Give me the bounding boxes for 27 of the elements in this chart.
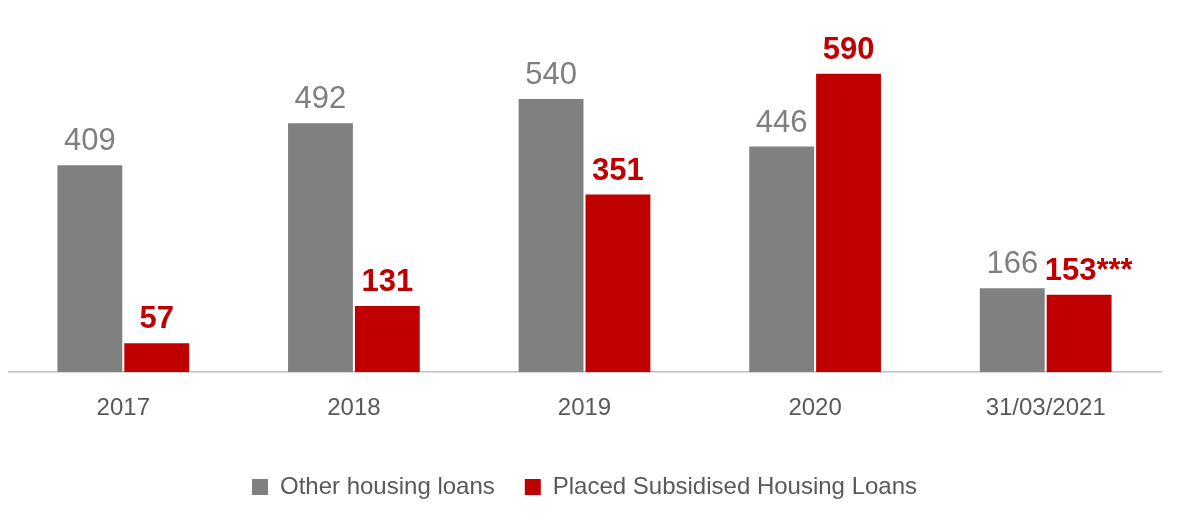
x-tick-label: 2017 bbox=[96, 393, 150, 421]
data-label: 153*** bbox=[1044, 251, 1134, 287]
legend-label: Other housing loans bbox=[279, 471, 495, 499]
bar bbox=[979, 288, 1045, 373]
data-label: 166 bbox=[986, 245, 1039, 281]
bar bbox=[354, 305, 420, 373]
x-tick-label: 31/03/2021 bbox=[985, 393, 1106, 421]
data-label: 446 bbox=[755, 103, 808, 139]
data-label: 409 bbox=[64, 122, 116, 158]
data-label: 351 bbox=[592, 151, 644, 187]
x-tick-label: 2018 bbox=[327, 393, 381, 421]
bar bbox=[1046, 294, 1112, 373]
bar bbox=[288, 123, 353, 373]
data-label: 590 bbox=[822, 30, 875, 66]
bar bbox=[57, 165, 123, 373]
bar bbox=[124, 343, 190, 373]
data-label: 492 bbox=[294, 80, 347, 116]
data-label: 131 bbox=[361, 262, 414, 298]
bar bbox=[816, 73, 881, 373]
data-label: 540 bbox=[525, 56, 577, 92]
bar bbox=[518, 98, 584, 373]
bar bbox=[585, 194, 651, 373]
x-tick-label: 2019 bbox=[557, 393, 612, 421]
bar bbox=[749, 146, 815, 373]
data-label: 57 bbox=[139, 300, 174, 336]
x-tick-label: 2020 bbox=[788, 393, 842, 421]
legend-label: Placed Subsidised Housing Loans bbox=[552, 471, 918, 499]
